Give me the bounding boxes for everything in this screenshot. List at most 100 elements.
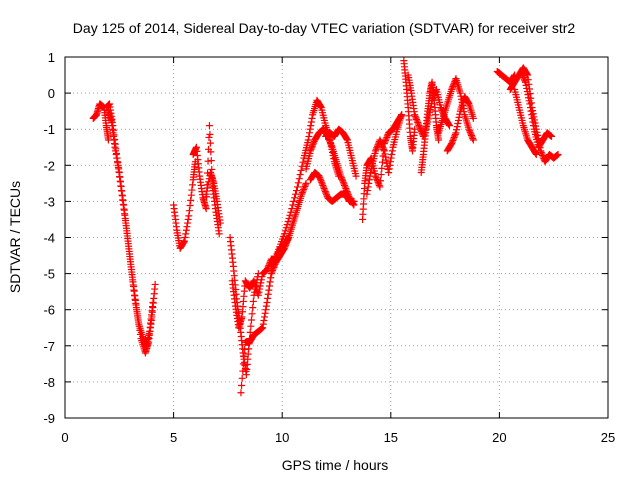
data-point — [526, 100, 534, 108]
data-point — [326, 139, 334, 147]
data-point — [132, 301, 140, 309]
data-point — [296, 171, 304, 179]
data-point — [527, 107, 535, 115]
data-point — [135, 318, 143, 326]
data-point — [377, 177, 385, 185]
data-point — [365, 179, 373, 187]
data-point — [528, 111, 536, 119]
data-point — [255, 288, 263, 296]
data-point — [301, 182, 309, 190]
data-point — [180, 238, 188, 246]
data-point — [454, 120, 462, 128]
data-point — [187, 196, 195, 204]
data-point — [315, 172, 323, 180]
data-point — [318, 178, 326, 186]
data-point — [454, 116, 462, 124]
y-tick-label: -9 — [43, 411, 55, 426]
x-tick-label: 20 — [492, 430, 506, 445]
axis-ticks — [64, 56, 609, 419]
data-point — [455, 113, 463, 121]
data-point — [128, 268, 136, 276]
data-point — [448, 85, 456, 93]
data-point — [328, 142, 336, 150]
data-point — [205, 122, 213, 130]
data-point — [238, 374, 246, 382]
data-point — [520, 75, 528, 83]
data-point — [112, 150, 120, 158]
data-point — [448, 138, 456, 146]
data-point — [525, 97, 533, 105]
data-point — [339, 178, 347, 186]
data-point — [189, 181, 197, 189]
data-point — [287, 208, 295, 216]
data-point — [294, 179, 302, 187]
data-point — [119, 196, 127, 204]
data-point — [118, 187, 126, 195]
data-point — [267, 274, 275, 282]
data-point — [299, 158, 307, 166]
data-point — [342, 186, 350, 194]
data-point — [281, 227, 289, 235]
data-point — [285, 214, 293, 222]
data-point — [237, 389, 245, 397]
data-point — [338, 175, 346, 183]
data-point — [377, 139, 385, 147]
data-point — [305, 132, 313, 140]
data-point — [386, 161, 394, 169]
data-point — [114, 161, 122, 169]
data-point — [378, 164, 386, 172]
data-point — [517, 67, 525, 75]
data-point — [133, 306, 141, 314]
data-point — [316, 174, 324, 182]
data-point — [257, 276, 265, 284]
data-point — [321, 188, 329, 196]
data-point — [115, 165, 123, 173]
data-point — [256, 282, 264, 290]
data-point — [387, 154, 395, 162]
data-point — [380, 145, 388, 153]
data-point — [453, 126, 461, 134]
data-point — [286, 211, 294, 219]
data-point — [135, 322, 143, 330]
data-point — [435, 136, 443, 144]
data-point — [372, 147, 380, 155]
data-point — [414, 118, 422, 126]
data-point — [529, 118, 537, 126]
y-tick-label: -1 — [43, 122, 55, 137]
data-point — [284, 218, 292, 226]
data-point — [186, 202, 194, 210]
data-point — [261, 313, 269, 321]
x-tick-label: 0 — [61, 430, 68, 445]
data-point — [352, 172, 360, 180]
data-point — [265, 286, 273, 294]
data-point — [268, 268, 276, 276]
data-point — [321, 186, 329, 194]
data-point — [456, 110, 464, 118]
data-point — [307, 122, 315, 130]
data-point — [306, 129, 314, 137]
data-point — [239, 367, 247, 375]
data-point — [117, 182, 125, 190]
data-point — [451, 130, 459, 138]
data-point — [302, 179, 310, 187]
data-point — [468, 133, 476, 141]
data-point — [298, 190, 306, 198]
x-tick-label: 10 — [275, 430, 289, 445]
data-point — [282, 224, 290, 232]
data-point — [343, 135, 351, 143]
data-point — [337, 172, 345, 180]
data-point — [412, 114, 420, 122]
data-point — [203, 184, 211, 192]
y-tick-label: -2 — [43, 158, 55, 173]
grid-lines — [65, 57, 608, 418]
data-point — [448, 140, 456, 148]
data-point — [249, 304, 257, 312]
data-point — [378, 141, 386, 149]
data-point — [256, 285, 264, 293]
data-point — [378, 158, 386, 166]
y-tick-label: -6 — [43, 303, 55, 318]
data-point — [115, 169, 123, 177]
data-point — [521, 78, 529, 86]
data-point — [398, 111, 406, 119]
